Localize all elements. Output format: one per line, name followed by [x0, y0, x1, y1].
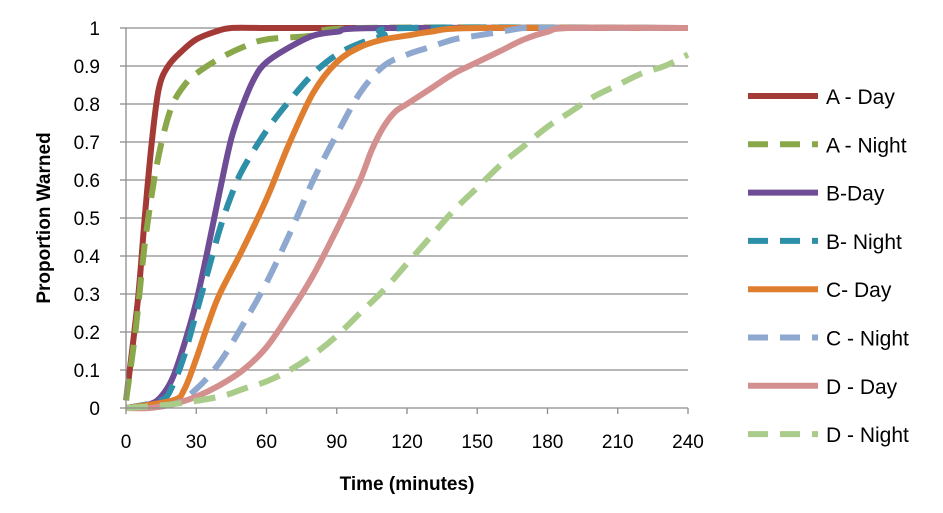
y-tick-label-8: 0.8 [74, 95, 100, 116]
x-tick-label-6: 180 [532, 432, 564, 453]
legend-label-d-night: D - Night [826, 424, 909, 447]
legend-label-c-day: C- Day [826, 279, 892, 302]
y-tick-label-5: 0.5 [74, 209, 100, 230]
legend: A - Day A - Night B-Day B- Night C- Day C - N… [748, 86, 909, 447]
y-tick-label-7: 0.7 [74, 133, 100, 154]
series-line-d-day [125, 24, 689, 412]
x-tick-label-7: 210 [602, 432, 634, 453]
y-tick-labels: 0 0.1 0.2 0.3 0.4 0.5 0.6 0.7 0.8 0.9 1 [74, 19, 101, 420]
y-tick-label-3: 0.3 [74, 285, 100, 306]
series-line-c-night [125, 24, 688, 411]
y-tick-label-10: 1 [89, 19, 100, 40]
series-lines [123, 24, 690, 412]
series-line-b-night [125, 24, 689, 411]
series-line-a-night [123, 24, 689, 401]
series-line-d-night [125, 51, 690, 411]
legend-label-d-day: D - Day [826, 376, 898, 399]
series-line-a-day [123, 24, 688, 401]
axes [120, 27, 689, 414]
y-tick-label-4: 0.4 [74, 247, 101, 268]
x-tick-label-5: 150 [461, 432, 493, 453]
x-tick-label-1: 30 [186, 432, 207, 453]
x-tick-label-4: 120 [391, 432, 423, 453]
x-tick-label-8: 240 [672, 432, 704, 453]
y-axis-title: Proportion Warned [34, 132, 55, 303]
legend-label-a-day: A - Day [826, 86, 895, 109]
legend-label-b-day: B-Day [826, 183, 885, 206]
x-axis-title: Time (minutes) [340, 474, 475, 495]
legend-label-c-night: C - Night [826, 328, 909, 351]
y-tick-label-9: 0.9 [74, 57, 100, 78]
y-tick-label-0: 0 [89, 399, 100, 420]
legend-label-a-night: A - Night [826, 134, 907, 157]
x-tick-label-3: 90 [326, 432, 347, 453]
x-tick-label-2: 60 [256, 432, 277, 453]
y-tick-label-6: 0.6 [74, 171, 100, 192]
y-tick-label-2: 0.2 [74, 323, 100, 344]
x-tick-label-0: 0 [121, 432, 132, 453]
series-line-c-day [125, 24, 689, 411]
y-tick-label-1: 0.1 [74, 361, 100, 382]
legend-label-b-night: B- Night [826, 231, 902, 254]
x-tick-labels: 0 30 60 90 120 150 180 210 240 [121, 432, 704, 453]
series-line-b-day [125, 24, 689, 411]
